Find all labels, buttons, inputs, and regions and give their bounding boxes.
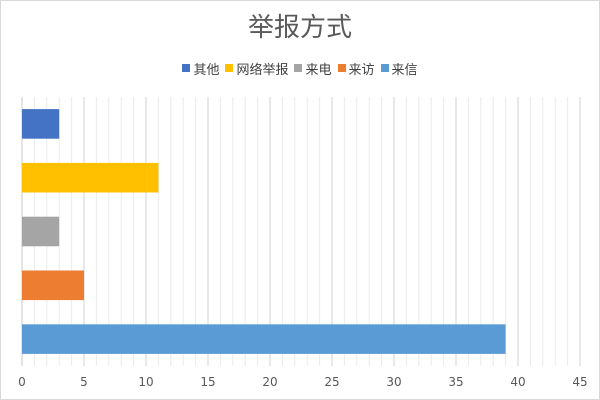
x-tick-label: 30	[386, 375, 401, 389]
legend: 其他 网络举报 来电 来访 来信	[1, 59, 599, 78]
x-tick-label: 10	[138, 375, 153, 389]
x-tick-label: 5	[80, 375, 88, 389]
bar-4	[22, 109, 60, 139]
legend-item: 来访	[337, 59, 375, 78]
x-tick-label: 40	[510, 375, 525, 389]
legend-item: 网络举报	[225, 59, 288, 78]
legend-swatch	[182, 64, 191, 72]
x-tick-label: 35	[448, 375, 463, 389]
legend-label: 来访	[348, 62, 375, 78]
x-tick-label: 15	[200, 375, 215, 389]
chart-title: 举报方式	[247, 13, 352, 43]
legend-swatch	[225, 64, 234, 72]
x-tick-label: 45	[572, 375, 587, 389]
legend-item: 其他	[182, 59, 219, 78]
x-tick-label: 0	[18, 375, 26, 389]
legend-label: 来信	[391, 62, 418, 78]
legend-label: 来电	[305, 62, 332, 78]
legend-swatch	[337, 64, 346, 72]
legend-item: 来电	[294, 59, 332, 78]
bar-3	[22, 162, 159, 193]
bar-2	[22, 216, 60, 247]
legend-swatch	[294, 64, 303, 72]
legend-item: 来信	[380, 59, 418, 78]
bar-1	[22, 270, 84, 301]
bar-0	[22, 324, 506, 354]
x-tick-label: 25	[324, 375, 339, 389]
legend-label: 网络举报	[236, 62, 289, 78]
legend-label: 其他	[193, 62, 220, 78]
legend-swatch	[380, 64, 389, 72]
x-tick-label: 20	[262, 375, 277, 389]
